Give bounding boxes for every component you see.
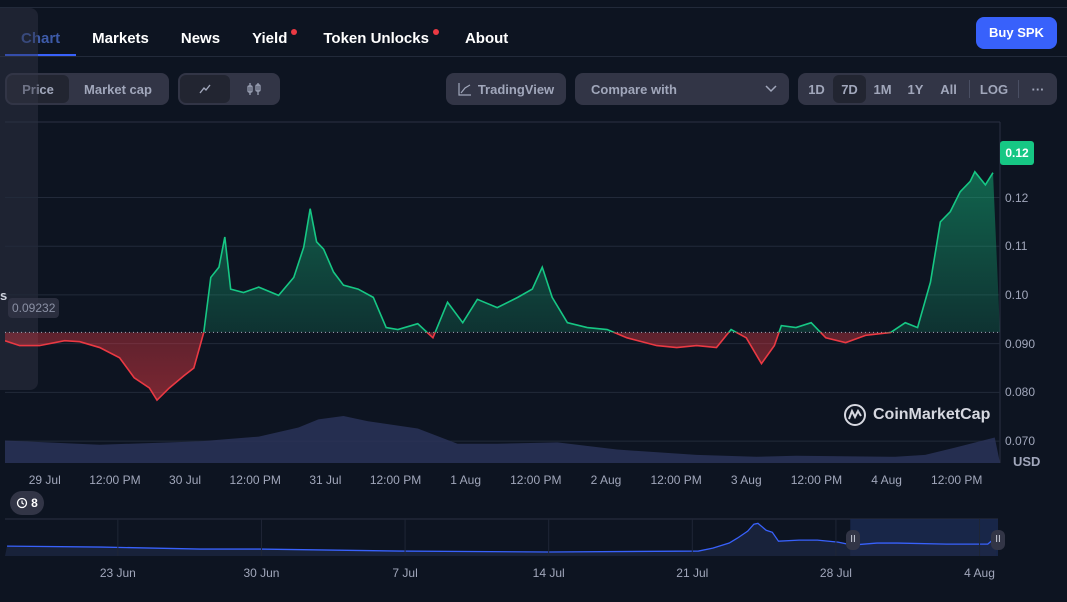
x-tick-label: 12:00 PM bbox=[89, 473, 141, 487]
currency-label: USD bbox=[1013, 454, 1041, 469]
tradingview-label: TradingView bbox=[477, 81, 555, 97]
tradingview-button[interactable]: TradingView bbox=[446, 73, 566, 105]
buy-button[interactable]: Buy SPK bbox=[976, 17, 1057, 49]
navigator-tick-label: 21 Jul bbox=[676, 566, 709, 580]
candlestick-icon bbox=[247, 83, 261, 95]
line-chart-icon bbox=[199, 84, 211, 94]
watermark-text: CoinMarketCap bbox=[873, 406, 991, 423]
y-tick-label: 0.12 bbox=[1005, 190, 1029, 205]
x-tick-label: 12:00 PM bbox=[931, 473, 983, 487]
overlay-text-fragment: s bbox=[0, 288, 8, 303]
tab-label: Markets bbox=[92, 30, 149, 47]
navigator-tick-label: 30 Jun bbox=[243, 566, 280, 580]
price-marketcap-toggle: Price Market cap bbox=[5, 73, 169, 105]
navigator-tick-label: 14 Jul bbox=[532, 566, 565, 580]
tooltip-overlay bbox=[0, 8, 38, 390]
range-selector: 1D 7D 1M 1Y All LOG ··· bbox=[798, 73, 1057, 105]
coinmarketcap-watermark: CoinMarketCap bbox=[843, 403, 990, 427]
tab-yield[interactable]: Yield bbox=[236, 22, 307, 56]
navigator-left-handle[interactable]: II bbox=[846, 530, 860, 550]
more-options-button[interactable]: ··· bbox=[1031, 81, 1045, 97]
range-1d[interactable]: 1D bbox=[808, 81, 825, 97]
navigator-tick-label: 7 Jul bbox=[392, 566, 418, 580]
x-tick-label: 3 Aug bbox=[730, 473, 762, 487]
history-clock-icon bbox=[17, 497, 28, 509]
tab-label: About bbox=[464, 30, 509, 47]
tab-chart[interactable]: Chart bbox=[5, 22, 77, 56]
events-badge[interactable]: 8 bbox=[10, 491, 44, 515]
y-tick-label: 0.070 bbox=[1005, 434, 1036, 449]
x-tick-label: 30 Jul bbox=[169, 473, 202, 487]
navigator-tick-label: 4 Aug bbox=[964, 566, 995, 580]
price-toggle[interactable]: Price bbox=[7, 75, 69, 103]
coinmarketcap-logo-icon bbox=[844, 404, 866, 426]
price-area-up bbox=[5, 171, 1000, 333]
x-tick-label: 12:00 PM bbox=[510, 473, 562, 487]
x-tick-label: 31 Jul bbox=[309, 473, 342, 487]
y-tick-label: 0.10 bbox=[1005, 287, 1029, 302]
x-tick-label: 12:00 PM bbox=[650, 473, 702, 487]
tradingview-chart-icon bbox=[458, 83, 471, 96]
baseline-price-label: 0.09232 bbox=[8, 298, 60, 318]
events-count: 8 bbox=[31, 496, 38, 510]
range-1m[interactable]: 1M bbox=[873, 81, 892, 97]
tab-markets[interactable]: Markets bbox=[76, 22, 165, 56]
compare-with-select[interactable]: Compare with bbox=[575, 73, 789, 105]
candlestick-button[interactable] bbox=[230, 75, 278, 103]
tab-news[interactable]: News bbox=[165, 22, 236, 56]
y-tick-label: 0.090 bbox=[1005, 336, 1036, 351]
tab-label: News bbox=[180, 30, 221, 47]
tab-label: Chart bbox=[21, 30, 61, 47]
range-1y[interactable]: 1Y bbox=[907, 81, 924, 97]
chevron-down-icon bbox=[765, 85, 777, 93]
x-tick-label: 2 Aug bbox=[590, 473, 622, 487]
separator bbox=[1018, 80, 1019, 98]
x-tick-label: 12:00 PM bbox=[229, 473, 281, 487]
x-tick-label: 1 Aug bbox=[450, 473, 482, 487]
current-price-badge: 0.12 bbox=[1000, 141, 1034, 165]
notification-dot bbox=[291, 29, 298, 35]
tab-divider bbox=[0, 56, 1067, 57]
price-line-up bbox=[202, 170, 994, 333]
line-chart-button[interactable] bbox=[180, 75, 230, 103]
top-divider bbox=[0, 7, 1067, 8]
tab-bar: Chart Markets News Yield Token Unlocks About bbox=[5, 22, 524, 56]
navigator-right-handle[interactable]: II bbox=[991, 530, 1005, 550]
range-7d[interactable]: 7D bbox=[833, 75, 866, 103]
market-cap-toggle[interactable]: Market cap bbox=[84, 81, 152, 97]
range-all[interactable]: All bbox=[940, 81, 957, 97]
price-area-down bbox=[5, 332, 891, 401]
tab-about[interactable]: About bbox=[449, 22, 524, 56]
notification-dot bbox=[432, 29, 439, 35]
navigator-tick-label: 23 Jun bbox=[99, 566, 136, 580]
x-tick-label: 12:00 PM bbox=[369, 473, 422, 487]
x-tick-label: 12:00 PM bbox=[790, 473, 843, 487]
y-tick-label: 0.080 bbox=[1005, 385, 1036, 400]
log-scale-button[interactable]: LOG bbox=[979, 81, 1009, 97]
chart-style-toggle bbox=[178, 73, 280, 105]
volume-area bbox=[5, 415, 1000, 463]
navigator-line bbox=[7, 522, 997, 553]
x-tick-label: 4 Aug bbox=[871, 473, 902, 487]
tab-label: Yield bbox=[252, 30, 288, 47]
compare-placeholder: Compare with bbox=[591, 81, 677, 97]
separator bbox=[969, 80, 970, 98]
tab-label: Token Unlocks bbox=[323, 30, 429, 47]
x-tick-label: 29 Jul bbox=[28, 473, 61, 487]
navigator-tick-label: 28 Jul bbox=[819, 566, 852, 580]
y-tick-label: 0.11 bbox=[1005, 239, 1028, 254]
price-line-down bbox=[5, 332, 893, 402]
tab-token-unlocks[interactable]: Token Unlocks bbox=[307, 22, 449, 56]
